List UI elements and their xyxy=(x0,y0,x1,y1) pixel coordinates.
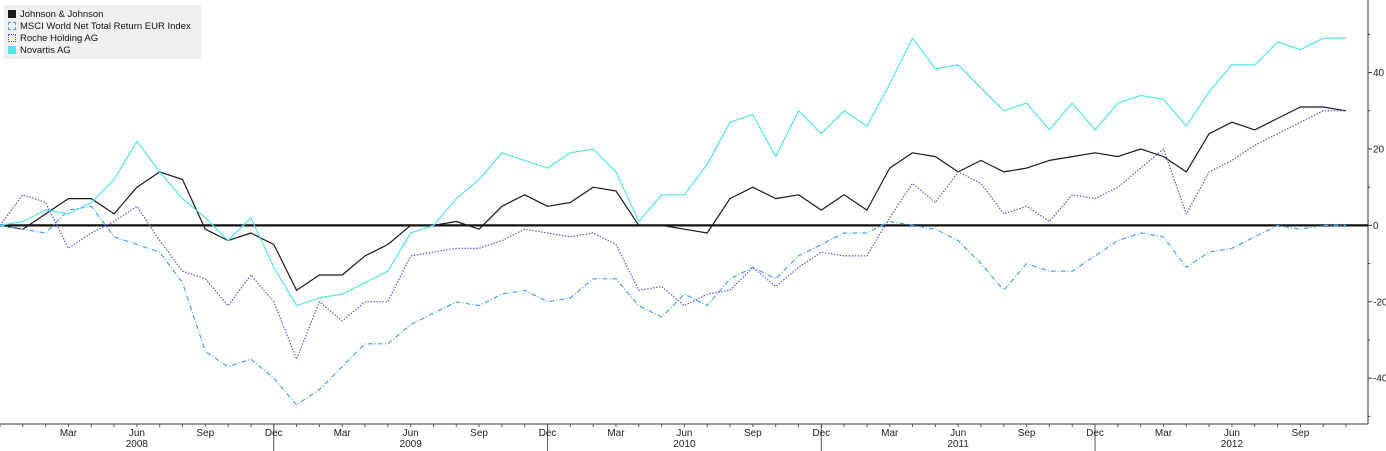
x-tick-label: Sep xyxy=(1291,428,1309,439)
legend-item-roche: Roche Holding AG xyxy=(8,32,191,44)
x-tick-label: Mar xyxy=(881,428,899,439)
x-tick-label: Sep xyxy=(744,428,762,439)
x-year-label: 2012 xyxy=(1221,439,1244,450)
legend-swatch-msci-world xyxy=(8,22,16,30)
x-tick-label: Sep xyxy=(1018,428,1036,439)
x-tick-label: Jun xyxy=(1224,428,1240,439)
x-tick-label: Mar xyxy=(607,428,625,439)
legend-label: Roche Holding AG xyxy=(20,32,99,44)
legend-label: MSCI World Net Total Return EUR Index xyxy=(20,20,191,32)
legend-swatch-novartis xyxy=(8,46,16,54)
legend-item-msci-world: MSCI World Net Total Return EUR Index xyxy=(8,20,191,32)
y-tick-label: -40 xyxy=(1373,374,1386,385)
x-tick-label: Dec xyxy=(1086,428,1104,439)
tick-labels-group: -40 -20 0 20 40 Mar Jun Sep Dec Mar Jun Sep Dec Mar Ju… xyxy=(60,68,1386,450)
x-year-label: 2011 xyxy=(947,439,969,450)
y-tick-label: 40 xyxy=(1373,68,1385,79)
y-tick-label: 20 xyxy=(1373,144,1385,155)
x-tick-label: Sep xyxy=(196,428,214,439)
x-year-label: 2009 xyxy=(400,439,423,450)
x-tick-label: Jun xyxy=(950,428,966,439)
x-tick-label: Dec xyxy=(812,428,830,439)
y-tick-label: -20 xyxy=(1373,297,1386,308)
x-tick-label: Jun xyxy=(129,428,145,439)
x-tick-label: Sep xyxy=(470,428,488,439)
x-year-label: 2008 xyxy=(126,439,149,450)
x-tick-label: Mar xyxy=(334,428,352,439)
series-line-roche-holding-ag xyxy=(0,110,1346,360)
x-tick-label: Mar xyxy=(60,428,78,439)
x-tick-label: Dec xyxy=(539,428,557,439)
series-group xyxy=(0,37,1347,406)
series-line-johnson-johnson xyxy=(0,106,1347,291)
x-tick-label: Jun xyxy=(403,428,419,439)
legend-item-novartis: Novartis AG xyxy=(8,44,191,56)
legend-label: Johnson & Johnson xyxy=(20,8,104,20)
legend-label: Novartis AG xyxy=(20,44,71,56)
x-tick-label: Dec xyxy=(265,428,283,439)
x-year-label: 2010 xyxy=(673,439,696,450)
y-tick-label: 0 xyxy=(1373,221,1379,232)
legend-swatch-johnson-johnson xyxy=(8,10,16,18)
series-line-msci-world-net-total-return-eur-index xyxy=(0,205,1346,406)
legend: Johnson & Johnson MSCI World Net Total R… xyxy=(4,5,201,59)
x-tick-label: Mar xyxy=(1155,428,1173,439)
x-tick-label: Jun xyxy=(676,428,692,439)
legend-item-johnson-johnson: Johnson & Johnson xyxy=(8,8,191,20)
series-line-novartis-ag xyxy=(0,37,1346,307)
legend-swatch-roche xyxy=(8,34,16,42)
